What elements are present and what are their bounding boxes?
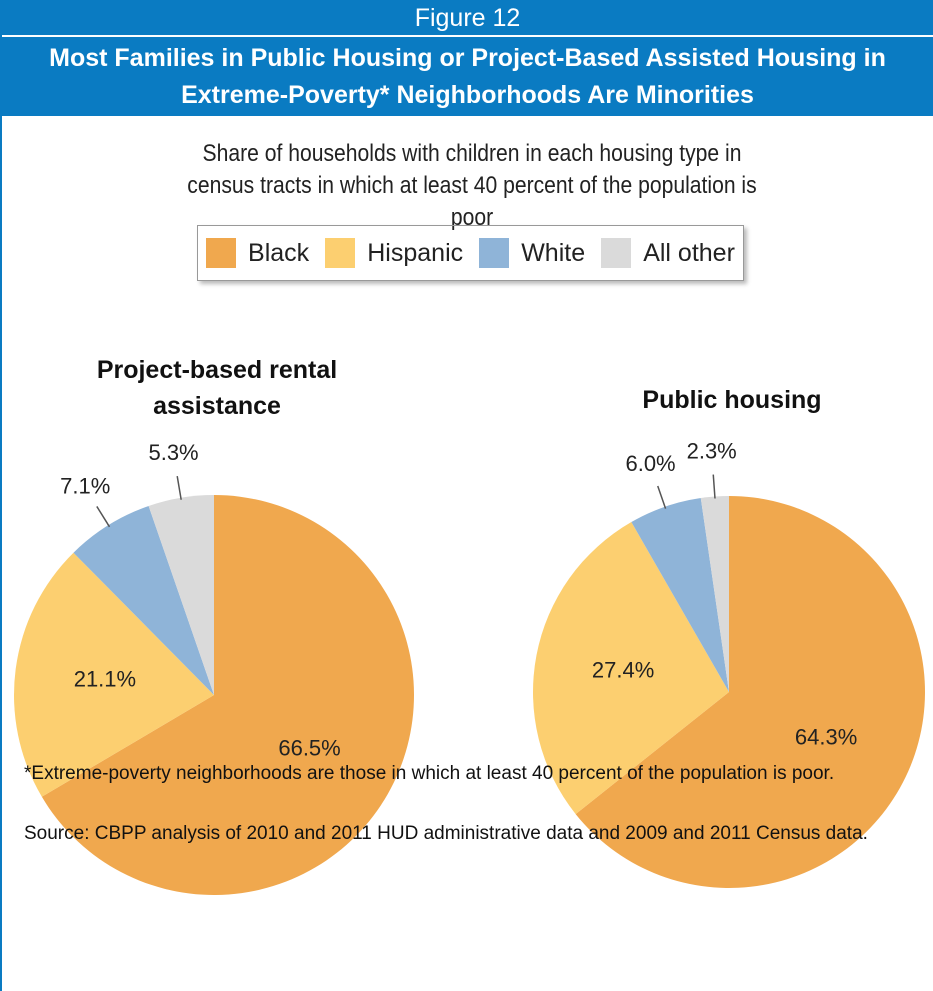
slice-label: 64.3% <box>795 725 857 750</box>
legend-swatch <box>325 238 356 268</box>
legend-item: All other <box>601 238 735 268</box>
leader-line <box>657 485 667 509</box>
figure-label: Figure 12 <box>2 0 933 35</box>
slice-label: 6.0% <box>625 451 675 476</box>
pie-slice <box>148 495 214 695</box>
leader-line <box>96 506 111 528</box>
slice-label: 21.1% <box>74 667 136 692</box>
slice-label: 2.3% <box>687 438 737 463</box>
legend: Black Hispanic White All other <box>197 225 744 281</box>
pie-title: Public housing <box>642 386 822 414</box>
pie-slice <box>73 505 215 695</box>
footnote: *Extreme-poverty neighborhoods are those… <box>24 763 835 784</box>
pie-slice <box>41 495 414 895</box>
figure-title: Most Families in Public Housing or Proje… <box>2 37 933 116</box>
legend-swatch <box>206 238 237 268</box>
legend-item: White <box>479 238 585 268</box>
legend-item: Hispanic <box>325 238 463 268</box>
legend-label: Black <box>248 238 310 267</box>
slice-label: 5.3% <box>148 440 198 465</box>
pie-slice <box>700 496 729 692</box>
pie-slice <box>631 498 729 692</box>
legend-item: Black <box>206 238 309 268</box>
legend-label: White <box>521 238 586 267</box>
pie-title: Project-based rental assistance <box>96 356 338 420</box>
legend-label: Hispanic <box>367 238 464 267</box>
slice-label: 27.4% <box>592 658 654 683</box>
leader-line <box>176 475 182 500</box>
leader-line <box>712 474 716 499</box>
pie-slice <box>575 496 925 889</box>
legend-swatch <box>479 238 510 268</box>
subtitle: Share of households with children in eac… <box>187 140 757 231</box>
legend-swatch <box>601 238 632 268</box>
pie-slice <box>13 552 214 797</box>
source-note: Source: CBPP analysis of 2010 and 2011 H… <box>24 823 868 844</box>
slice-label: 7.1% <box>60 474 110 499</box>
legend-label: All other <box>643 238 735 267</box>
slice-label: 66.5% <box>278 735 340 760</box>
pie-slice <box>533 522 729 815</box>
